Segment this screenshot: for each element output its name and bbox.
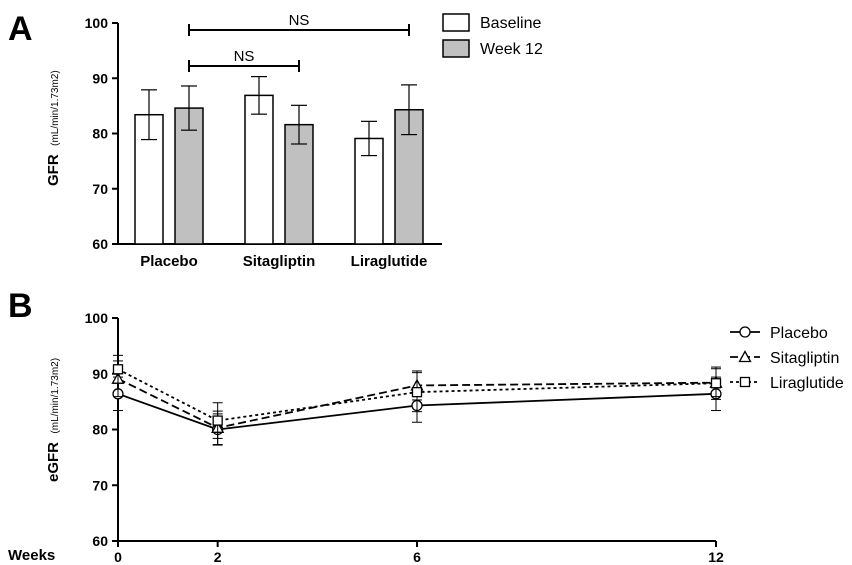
ns-label: NS <box>289 12 310 29</box>
series-line-placebo <box>117 392 717 431</box>
legend-label-baseline: Baseline <box>480 15 541 32</box>
panel-a-ytick-label: 100 <box>85 15 109 31</box>
panel-b-x-ticks: 0 2 6 12 <box>114 541 724 565</box>
panel-a-bars <box>134 75 424 245</box>
series-liraglutide <box>112 354 722 439</box>
bar-sitagliptin-week-12 <box>284 123 314 245</box>
panel-a-ylabel: GFR (mL/min/1.73m2) <box>45 70 62 186</box>
panel-a-y-ticks: 60 70 80 90 100 <box>85 15 118 252</box>
panel-a-significance-brackets: NS NS <box>188 12 410 72</box>
panel-b-xtick-label: 2 <box>214 549 222 565</box>
panel-b-xtick-label: 0 <box>114 549 122 565</box>
legend-label-liraglutide: Liraglutide <box>770 375 844 392</box>
panel-a-legend: Baseline Week 12 <box>442 13 543 58</box>
panel-b-letter: B <box>8 287 33 325</box>
series-line-liraglutide <box>117 368 717 422</box>
panel-a-category-labels: Placebo Sitagliptin Liraglutide <box>140 253 427 270</box>
panel-b-ylabel-main: eGFR <box>45 442 62 482</box>
panel-a-ylabel-unit: (mL/min/1.73m2) <box>50 70 61 146</box>
legend-marker-sitagliptin <box>738 350 752 363</box>
category-label-placebo: Placebo <box>140 253 198 270</box>
legend-marker-placebo <box>739 326 751 338</box>
series-line-sitagliptin <box>117 377 717 429</box>
point-liraglutide-week-6 <box>411 386 423 398</box>
panel-b-ytick-label: 100 <box>85 310 109 326</box>
point-liraglutide-week-0 <box>112 364 124 375</box>
panel-b-ytick-label: 80 <box>92 422 108 438</box>
panel-a-ytick-label: 80 <box>92 126 108 142</box>
legend-label-week-12: Week 12 <box>480 41 543 58</box>
legend-swatch-baseline <box>442 13 470 32</box>
bar-sitagliptin-baseline <box>244 94 274 245</box>
panel-b-ytick-label: 60 <box>92 533 108 549</box>
panel-b-ylabel-unit: (mL/min/1.73m2) <box>50 358 61 434</box>
panel-a-ylabel-main: GFR <box>45 154 62 186</box>
panel-b-xlabel: Weeks <box>8 547 55 564</box>
panel-b-xtick-label: 6 <box>413 549 421 565</box>
panel-b-ytick-label: 90 <box>92 366 108 382</box>
ns-label: NS <box>234 48 255 65</box>
panel-b-xtick-label: 12 <box>708 549 724 565</box>
panel-a-letter: A <box>8 10 33 48</box>
panel-b-series <box>111 354 723 446</box>
legend-label-sitagliptin: Sitagliptin <box>770 350 839 367</box>
point-liraglutide-week-2 <box>212 415 223 426</box>
legend-label-placebo: Placebo <box>770 325 828 342</box>
panel-a-ytick-label: 70 <box>92 181 108 197</box>
legend-swatch-week-12 <box>442 39 470 58</box>
panel-a-ytick-label: 90 <box>92 70 108 86</box>
panel-a-ytick-label: 60 <box>92 236 108 252</box>
panel-b-ylabel: eGFR (mL/min/1.73m2) <box>45 358 62 482</box>
point-liraglutide-week-12 <box>710 378 722 389</box>
panel-b-ytick-label: 70 <box>92 477 108 493</box>
category-label-sitagliptin: Sitagliptin <box>243 253 316 270</box>
category-label-liraglutide: Liraglutide <box>351 253 428 270</box>
panel-b-y-ticks: 60 70 80 90 100 <box>85 310 118 549</box>
panel-b-legend: Placebo Sitagliptin Liraglutide <box>730 325 844 392</box>
legend-marker-liraglutide <box>739 376 751 388</box>
